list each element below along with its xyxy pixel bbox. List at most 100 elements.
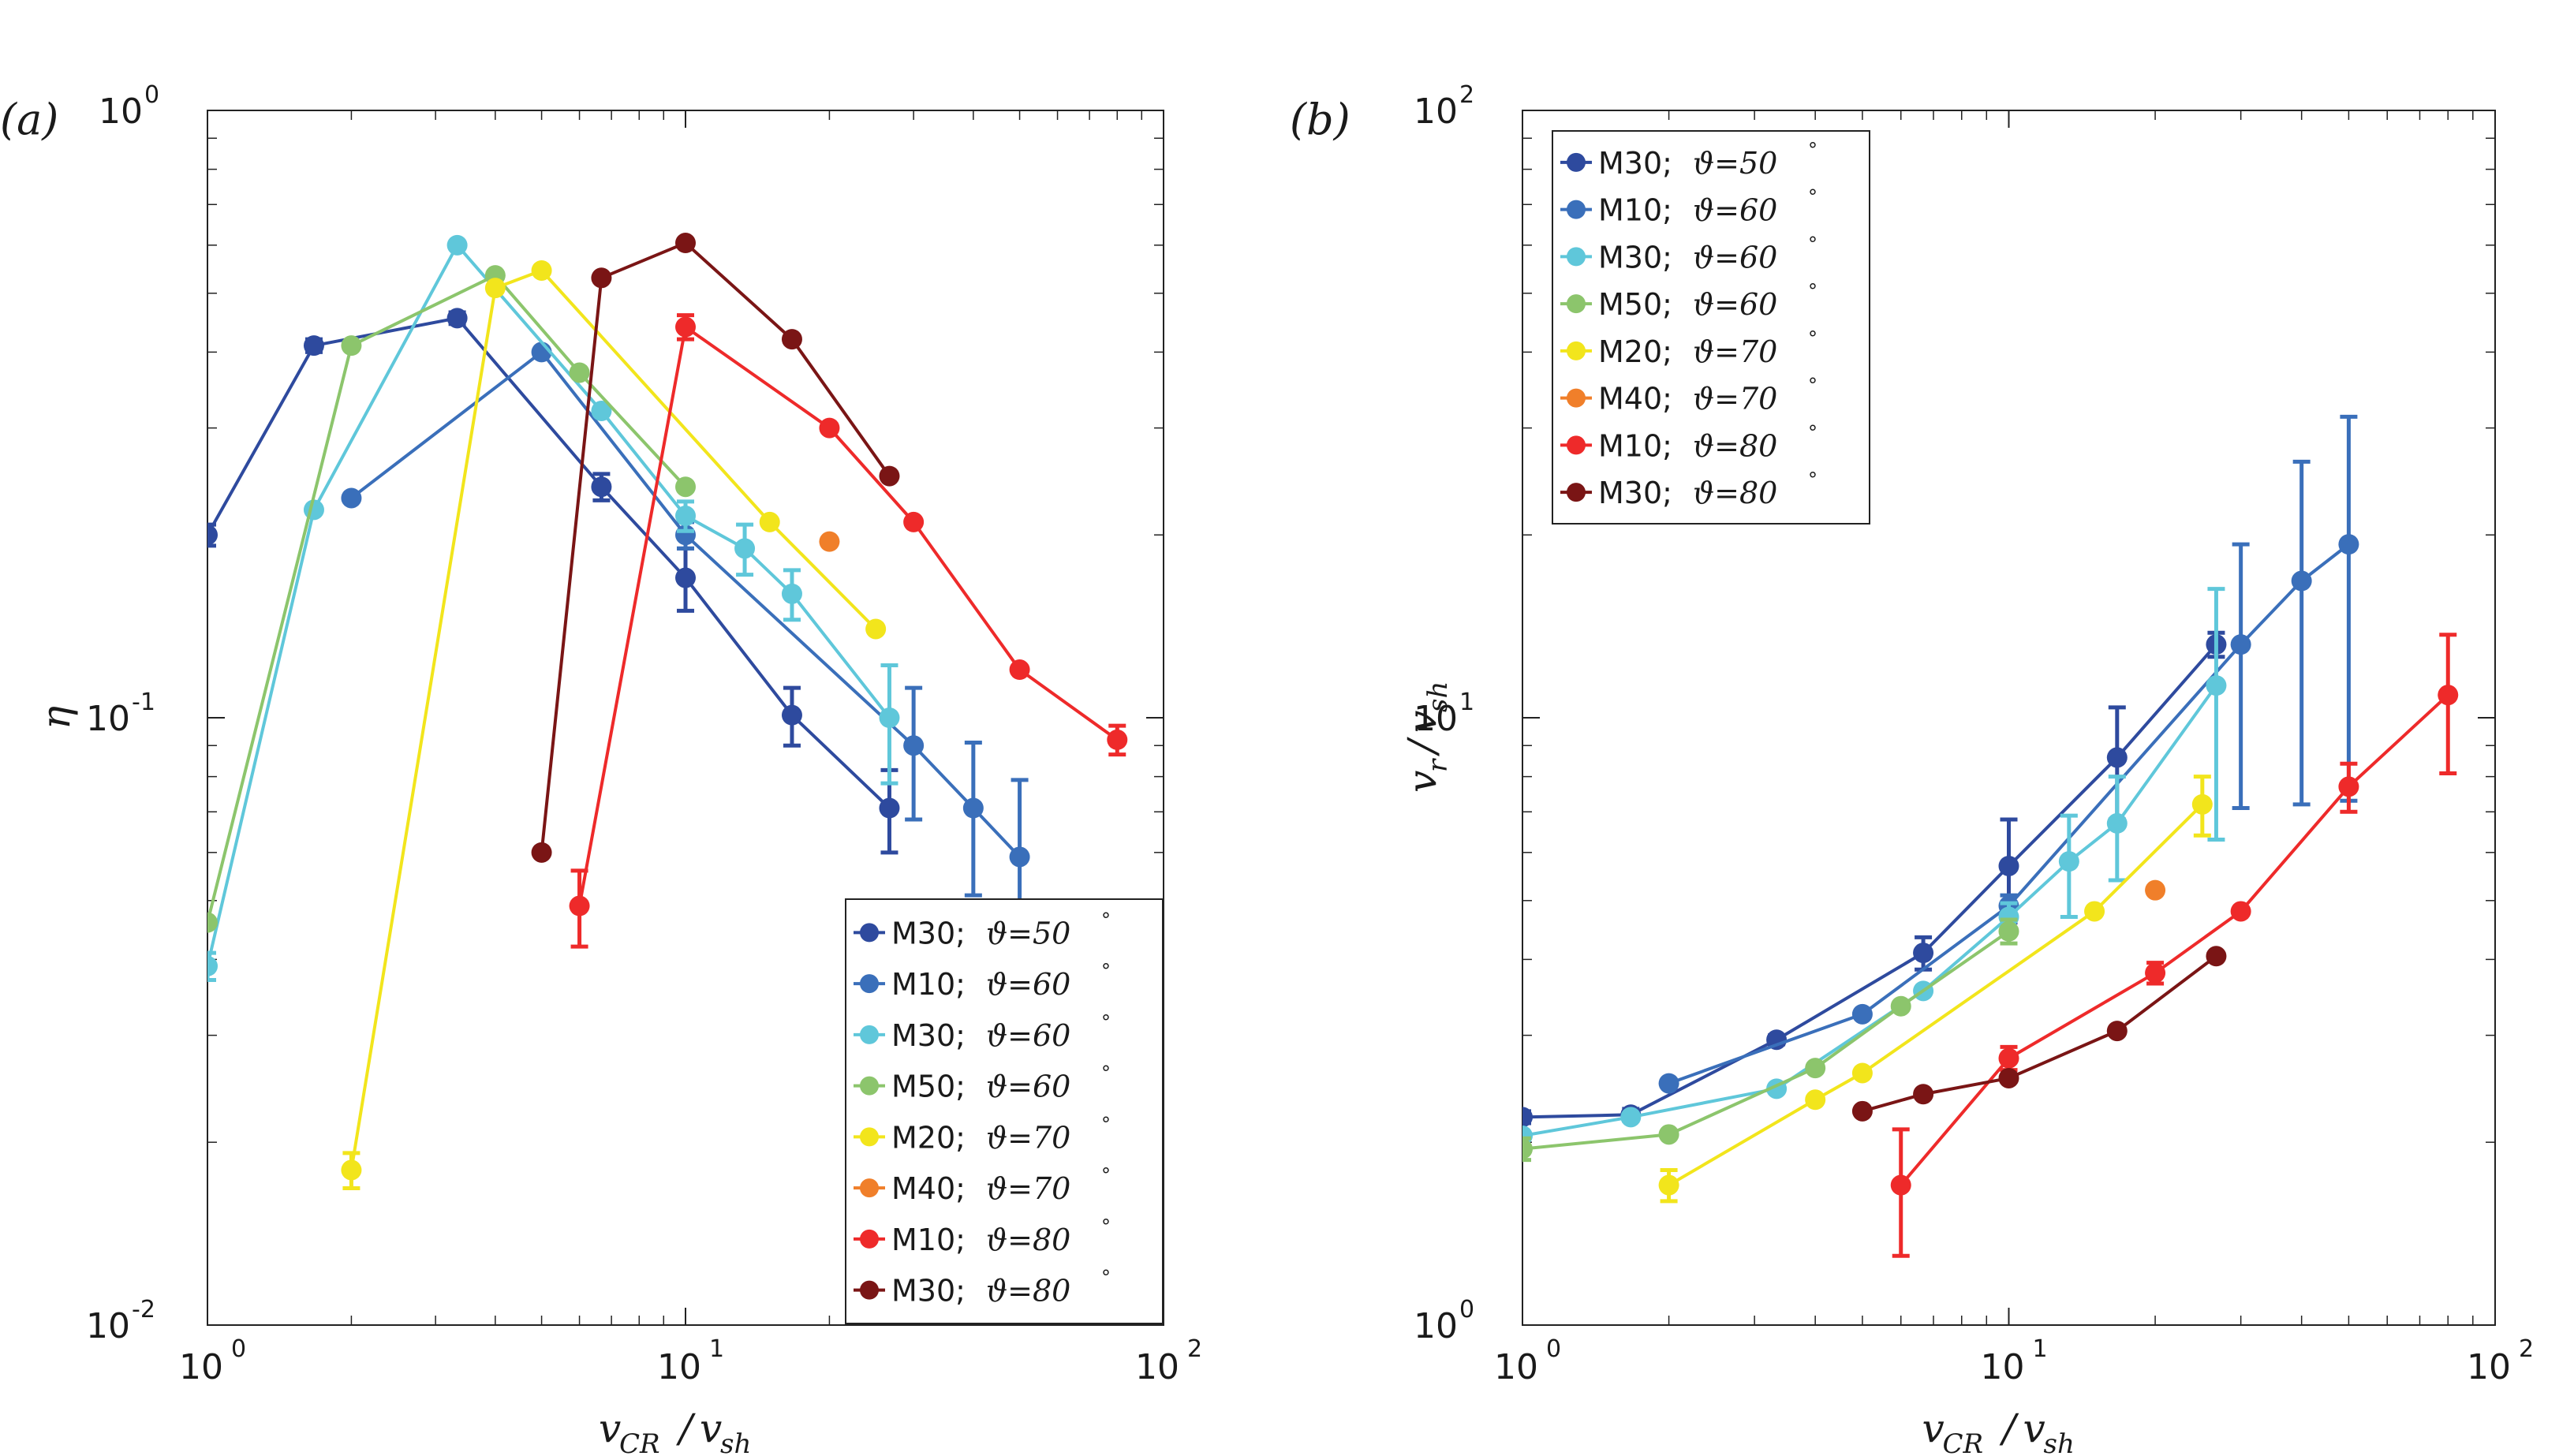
legend-item: M10; ϑ=60 °	[1560, 186, 1817, 228]
data-point	[879, 707, 900, 728]
data-point	[675, 506, 696, 527]
legend-marker	[860, 923, 879, 943]
data-point	[2230, 634, 2251, 655]
data-point	[207, 525, 218, 546]
legend-degree: °	[1808, 280, 1817, 302]
data-point	[1913, 1084, 1934, 1105]
x-axis-label-slash: /	[2000, 1406, 2019, 1451]
x-tick-label: 10 2	[2467, 1335, 2534, 1387]
series-line	[207, 316, 891, 809]
data-point	[1658, 1073, 1679, 1094]
legend-marker	[860, 1076, 879, 1096]
series-m30-theta80	[1851, 946, 2227, 1122]
legend-marker	[1567, 152, 1586, 172]
x-tick-base: 10	[1494, 1347, 1538, 1387]
data-point	[1998, 1047, 2019, 1069]
data-point	[569, 362, 590, 383]
x-tick-base: 10	[657, 1347, 701, 1387]
legend-marker	[1567, 200, 1586, 219]
y-tick-label: 10 1	[1414, 689, 1474, 739]
data-point	[1009, 659, 1030, 681]
legend-item: M40; ϑ=70 °	[1560, 375, 1817, 416]
series-m30-theta80	[531, 233, 900, 863]
data-point	[1805, 1089, 1826, 1111]
y-tick-exponent: -2	[132, 1296, 155, 1323]
legend-item: M30; ϑ=80 °	[854, 1267, 1111, 1309]
data-point	[303, 335, 324, 357]
x-tick-exponent: 0	[1546, 1335, 1561, 1363]
legend-item: M30; ϑ=50 °	[854, 909, 1111, 950]
data-point	[1998, 920, 2019, 942]
x-tick-label: 10 2	[1135, 1335, 1202, 1387]
x-tick-exponent: 2	[2519, 1335, 2534, 1363]
data-point	[2084, 901, 2105, 922]
data-point	[734, 538, 756, 559]
y-tick-base: 10	[86, 699, 130, 739]
data-point	[1620, 1107, 1642, 1128]
data-point	[2291, 570, 2312, 592]
data-point	[1766, 1029, 1788, 1051]
legend-theta: ϑ=60	[986, 1070, 1070, 1104]
x-axis-label-slash: /	[676, 1406, 696, 1451]
data-point	[2338, 534, 2359, 555]
x-tick-label: 10 1	[657, 1335, 724, 1387]
legend-item: M30; ϑ=80 °	[1560, 469, 1817, 510]
series-line	[577, 325, 1119, 906]
data-point	[675, 476, 696, 498]
legend-label: M30;	[1598, 240, 1672, 274]
data-point	[2058, 851, 2079, 872]
legend-theta: ϑ=60	[1693, 240, 1777, 274]
legend-degree: °	[1808, 233, 1817, 255]
y-tick-exponent: 1	[1459, 689, 1474, 716]
data-point	[341, 487, 362, 509]
legend-label: M40;	[891, 1171, 966, 1206]
x-axis-label-sub2: sh	[2044, 1428, 2075, 1456]
x-axis-label: vCR / vsh	[1922, 1406, 2075, 1456]
data-point	[341, 1159, 362, 1181]
data-area	[207, 233, 1128, 1191]
series-line	[1668, 543, 2350, 1085]
legend-label: M10;	[1598, 428, 1672, 463]
y-tick-exponent: 2	[1459, 81, 1474, 109]
data-point	[879, 797, 900, 819]
data-point	[903, 511, 925, 532]
series-line	[207, 274, 687, 924]
data-point	[591, 267, 612, 289]
legend-theta: ϑ=70	[986, 1120, 1070, 1155]
legend-label: M30;	[1598, 476, 1672, 510]
data-area	[1522, 414, 2459, 1258]
x-tick-base: 10	[2467, 1347, 2511, 1387]
data-point	[341, 335, 362, 357]
x-axis-label-v2: v	[700, 1406, 722, 1451]
data-point	[446, 308, 468, 329]
legend-item: M50; ϑ=60 °	[854, 1062, 1111, 1104]
data-point	[781, 329, 802, 350]
x-tick-base: 10	[179, 1347, 223, 1387]
data-point	[1851, 1062, 1873, 1084]
data-point	[781, 704, 802, 726]
x-tick-label: 10 1	[1981, 1335, 2048, 1387]
legend-label: M50;	[891, 1070, 966, 1104]
data-point	[1890, 995, 1911, 1017]
y-axis-label-sub: r	[1422, 758, 1454, 772]
legend-theta: ϑ=60	[986, 967, 1070, 1002]
panel-label: (b)	[1290, 95, 1351, 144]
y-axis-label: vr/vsh	[1399, 681, 1454, 793]
y-tick-label: 10 -2	[86, 1296, 155, 1346]
x-axis-label-sub: CR	[1943, 1428, 1984, 1456]
legend-label: M20;	[1598, 334, 1672, 369]
panel-label: (a)	[0, 95, 58, 144]
y-tick-label: 10 0	[99, 81, 159, 132]
legend-theta: ϑ=60	[986, 1018, 1070, 1053]
series-m30-theta60	[1522, 587, 2227, 1146]
y-tick-label: 10 -1	[86, 689, 155, 739]
data-point	[531, 259, 552, 281]
series-line	[207, 243, 891, 967]
legend-degree: °	[1101, 1267, 1111, 1289]
legend-label: M50;	[1598, 287, 1672, 322]
data-point	[2191, 793, 2213, 815]
legend-label: M10;	[1598, 193, 1672, 228]
legend-degree: °	[1808, 375, 1817, 397]
legend-box	[1552, 130, 1870, 525]
